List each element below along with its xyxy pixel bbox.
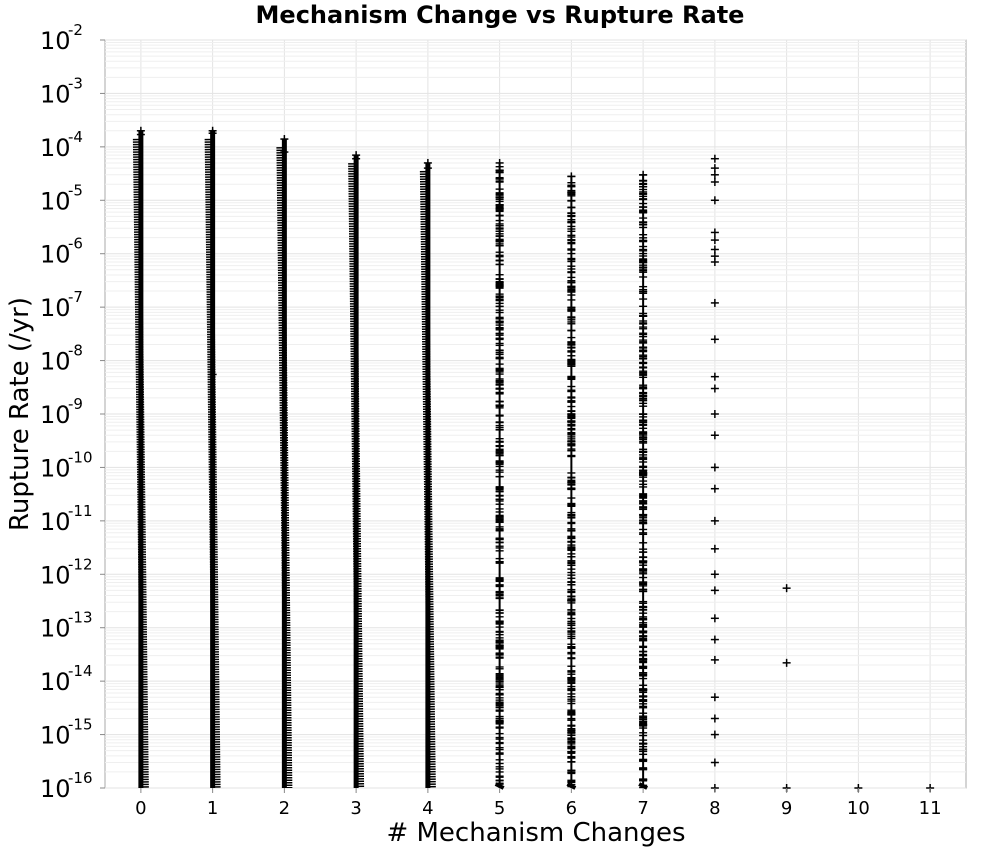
y-axis-label: Rupture Rate (/yr) [5, 297, 35, 531]
data-point [710, 372, 719, 381]
y-tick-label: 10 [40, 27, 71, 55]
y-tick-label: 10 [40, 615, 71, 643]
data-point [710, 614, 719, 623]
point-column [276, 139, 293, 789]
data-point [136, 130, 145, 139]
point-column [348, 155, 365, 789]
data-point [495, 158, 504, 167]
y-tick-exponent: -4 [68, 128, 83, 146]
y-tick-label: 10 [40, 561, 71, 589]
data-point [710, 484, 719, 493]
data-point [710, 693, 719, 702]
y-tick-label: 10 [40, 508, 71, 536]
y-tick-label: 10 [40, 80, 71, 108]
y-tick-label: 10 [40, 134, 71, 162]
y-axis-ticks: 10-1610-1510-1410-1310-1210-1110-1010-91… [40, 21, 105, 803]
data-point [423, 164, 432, 173]
data-point [710, 570, 719, 579]
y-tick-exponent: -2 [68, 21, 83, 39]
y-tick-label: 10 [40, 241, 71, 269]
x-tick-label: 4 [422, 798, 433, 819]
y-tick-label: 10 [40, 187, 71, 215]
data-point [710, 714, 719, 723]
y-tick-label: 10 [40, 294, 71, 322]
data-point [208, 370, 217, 379]
y-tick-label: 10 [40, 348, 71, 376]
x-tick-label: 10 [847, 798, 870, 819]
data-point [710, 544, 719, 553]
data-point [280, 148, 289, 157]
x-tick-label: 8 [709, 798, 720, 819]
y-tick-label: 10 [40, 722, 71, 750]
data-point [710, 758, 719, 767]
data-point [710, 655, 719, 664]
y-tick-exponent: -3 [68, 74, 83, 92]
point-column [566, 175, 577, 790]
data-point [567, 182, 576, 191]
data-point [710, 410, 719, 418]
data-point [639, 190, 648, 199]
x-axis-label: # Mechanism Changes [386, 818, 685, 848]
data-point [710, 463, 719, 472]
y-tick-exponent: -15 [68, 716, 93, 734]
y-tick-exponent: -7 [68, 288, 83, 306]
y-tick-exponent: -5 [68, 181, 83, 199]
point-column [494, 162, 505, 790]
point-column [638, 174, 649, 790]
x-tick-label: 11 [919, 798, 942, 819]
data-point [710, 298, 719, 307]
y-tick-exponent: -14 [68, 662, 93, 680]
data-point [710, 335, 719, 344]
data-point [710, 164, 719, 173]
point-column [204, 130, 221, 789]
data-point [208, 129, 217, 138]
data-point [782, 658, 791, 667]
y-tick-label: 10 [40, 454, 71, 482]
y-tick-exponent: -13 [68, 609, 93, 627]
data-point [710, 257, 719, 266]
chart-title: Mechanism Change vs Rupture Rate [256, 1, 745, 29]
y-tick-exponent: -10 [68, 448, 93, 466]
data-point [782, 584, 791, 593]
data-point [710, 635, 719, 644]
data-point [710, 196, 719, 205]
data-point [710, 431, 719, 440]
y-tick-exponent: -6 [68, 235, 83, 253]
x-tick-label: 2 [279, 798, 290, 819]
x-axis-ticks: 0 1 2 3 4 5 6 7 8 9 10 11 [135, 788, 942, 819]
data-point [710, 154, 719, 163]
y-tick-exponent: -9 [68, 395, 83, 413]
data-point [280, 135, 289, 144]
data-point [710, 384, 719, 393]
data-point [710, 586, 719, 595]
y-tick-label: 10 [40, 668, 71, 696]
y-tick-label: 10 [40, 775, 71, 803]
data-point [495, 177, 504, 186]
y-tick-exponent: -12 [68, 555, 93, 573]
x-tick-label: 3 [350, 798, 361, 819]
x-tick-label: 1 [207, 798, 218, 819]
data-point [710, 730, 719, 739]
data-point [710, 516, 719, 525]
data-point [710, 245, 719, 254]
data-point [352, 154, 361, 163]
data-point [710, 228, 719, 237]
data-point [567, 172, 576, 181]
y-tick-exponent: -8 [68, 342, 83, 360]
x-tick-label: 0 [135, 798, 146, 819]
x-tick-label: 7 [637, 798, 648, 819]
data-point [639, 170, 648, 179]
point-column [132, 130, 149, 789]
data-point [710, 170, 719, 179]
x-tick-label: 6 [566, 798, 577, 819]
data-point [710, 236, 719, 245]
x-tick-label: 9 [781, 798, 792, 819]
x-tick-label: 5 [494, 798, 505, 819]
y-tick-exponent: -16 [68, 769, 93, 787]
data-point [710, 177, 719, 186]
y-tick-exponent: -11 [68, 502, 93, 520]
point-column [419, 162, 436, 789]
y-tick-label: 10 [40, 401, 71, 429]
